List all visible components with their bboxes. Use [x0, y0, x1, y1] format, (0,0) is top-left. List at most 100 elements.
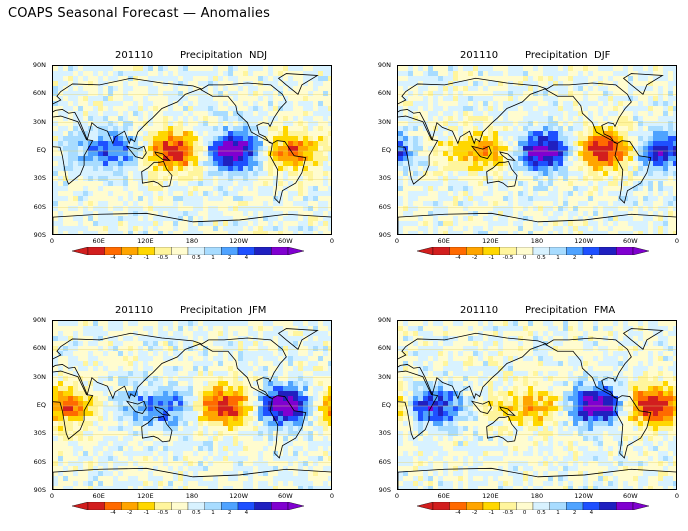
colorbar-label: -0.5: [157, 255, 169, 261]
lon-tick-label: 0: [394, 492, 400, 500]
colorbar-label: -4: [110, 510, 116, 516]
colorbar-label: -0.5: [502, 255, 514, 261]
panel-season: JFM: [249, 305, 267, 316]
forecast-panel-ndj: 201110 Precipitation NDJ 90N 60N 30N EQ 30S 6…: [0, 50, 334, 265]
colorbar-label: 2: [572, 510, 577, 516]
colorbar-label: -2: [471, 510, 478, 516]
lon-tick-label: 180: [530, 492, 544, 500]
lat-tick-label: 30N: [377, 117, 391, 126]
colorbar-label: 4: [589, 510, 594, 516]
anomaly-map: [397, 65, 677, 235]
colorbar-swatches: [72, 247, 304, 255]
lat-tick-label: EQ: [36, 146, 46, 154]
colorbar-label: -0.5: [157, 510, 169, 516]
panel-date: 201110: [115, 305, 154, 316]
lon-tick-label: 0: [394, 237, 400, 245]
lon-tick-label: 0: [674, 237, 680, 245]
lon-tick-label: 120W: [574, 237, 594, 245]
lat-tick-label: 60S: [33, 202, 46, 211]
colorbar-label: -1: [143, 255, 150, 261]
colorbar-label: -2: [126, 255, 133, 261]
lon-tick-label: 60E: [92, 492, 105, 500]
lat-tick-label: 90S: [33, 486, 46, 494]
lon-tick-label: 0: [674, 492, 680, 500]
panel-header: 201110 Precipitation FMA: [397, 305, 677, 319]
colorbar-label: 0.5: [536, 255, 546, 261]
lat-tick-label: 60N: [32, 344, 46, 353]
panel-variable: Precipitation: [180, 50, 243, 61]
lat-tick-label: 60N: [377, 344, 391, 353]
lat-tick-label: EQ: [381, 401, 391, 409]
lat-tick-label: 30S: [378, 174, 391, 183]
lat-tick-label: EQ: [381, 146, 391, 154]
colorbar-label: -4: [110, 255, 116, 261]
forecast-panel-fma: 201110 Precipitation FMA 90N 60N 30N EQ 30S 6…: [345, 305, 679, 520]
lon-tick-label: 0: [329, 492, 335, 500]
colorbar-label: -0.5: [502, 510, 514, 516]
lat-tick-label: 90N: [32, 61, 46, 69]
panel-date: 201110: [460, 50, 499, 61]
panel-variable: Precipitation: [180, 305, 243, 316]
lat-tick-label: 60N: [32, 89, 46, 98]
colorbar-label: -1: [488, 255, 495, 261]
lon-tick-label: 180: [530, 237, 544, 245]
panel-header: 201110 Precipitation JFM: [52, 305, 332, 319]
anomaly-map: [397, 320, 677, 490]
lat-tick-label: 90N: [32, 316, 46, 324]
lon-tick-label: 120W: [574, 492, 594, 500]
colorbar: -4 -2 -1 -0.5 0 0.5 1 2 4: [72, 247, 304, 265]
lon-tick-label: 120W: [229, 237, 249, 245]
colorbar-label: -4: [455, 255, 461, 261]
lon-tick-label: 60W: [622, 237, 638, 245]
lat-tick-label: 60S: [33, 457, 46, 466]
colorbar-label: 1: [556, 510, 560, 516]
forecast-panel-djf: 201110 Precipitation DJF 90N 60N 30N EQ 30S 6…: [345, 50, 679, 265]
lat-tick-label: 60S: [378, 457, 391, 466]
lat-tick-label: 30S: [33, 429, 46, 438]
colorbar-label: 2: [572, 255, 577, 261]
colorbar-label: 0: [177, 255, 182, 261]
lon-tick-label: 60W: [277, 492, 293, 500]
lon-tick-label: 120E: [137, 492, 154, 500]
lon-tick-label: 60E: [437, 492, 450, 500]
colorbar-label: 1: [556, 255, 560, 261]
lat-tick-label: 90S: [378, 486, 391, 494]
colorbar: -4 -2 -1 -0.5 0 0.5 1 2 4: [72, 502, 304, 520]
lon-tick-label: 60E: [437, 237, 450, 245]
lat-tick-label: 60N: [377, 89, 391, 98]
colorbar-label: 2: [227, 255, 232, 261]
colorbar-label: -4: [455, 510, 461, 516]
lon-tick-label: 0: [329, 237, 335, 245]
lat-tick-label: 60S: [378, 202, 391, 211]
lat-tick-label: 90S: [33, 231, 46, 239]
panel-season: DJF: [594, 50, 611, 61]
lon-tick-label: 180: [185, 492, 199, 500]
lon-tick-label: 180: [185, 237, 199, 245]
colorbar-label: -2: [126, 510, 133, 516]
panel-variable: Precipitation: [525, 50, 588, 61]
lat-tick-label: 30N: [32, 117, 46, 126]
lat-tick-label: 30N: [377, 372, 391, 381]
lon-tick-label: 60W: [622, 492, 638, 500]
colorbar-label: 1: [211, 255, 215, 261]
colorbar-label: 0: [177, 510, 182, 516]
colorbar-label: 0.5: [536, 510, 546, 516]
colorbar: -4 -2 -1 -0.5 0 0.5 1 2 4: [417, 502, 649, 520]
lat-tick-label: 90S: [378, 231, 391, 239]
anomaly-map: [52, 320, 332, 490]
forecast-panel-jfm: 201110 Precipitation JFM 90N 60N 30N EQ 30S 6…: [0, 305, 334, 520]
colorbar-label: 4: [244, 255, 249, 261]
colorbar-label: 0: [522, 255, 527, 261]
lat-tick-label: 30S: [378, 429, 391, 438]
colorbar-label: -1: [143, 510, 150, 516]
lon-tick-label: 120E: [482, 237, 499, 245]
colorbar-swatches: [417, 247, 649, 255]
panel-header: 201110 Precipitation NDJ: [52, 50, 332, 64]
lon-tick-label: 0: [49, 237, 55, 245]
lon-tick-label: 60W: [277, 237, 293, 245]
lat-tick-label: EQ: [36, 401, 46, 409]
lat-tick-label: 30N: [32, 372, 46, 381]
colorbar-label: 0: [522, 510, 527, 516]
colorbar-label: 0.5: [191, 255, 201, 261]
colorbar-label: 1: [211, 510, 215, 516]
